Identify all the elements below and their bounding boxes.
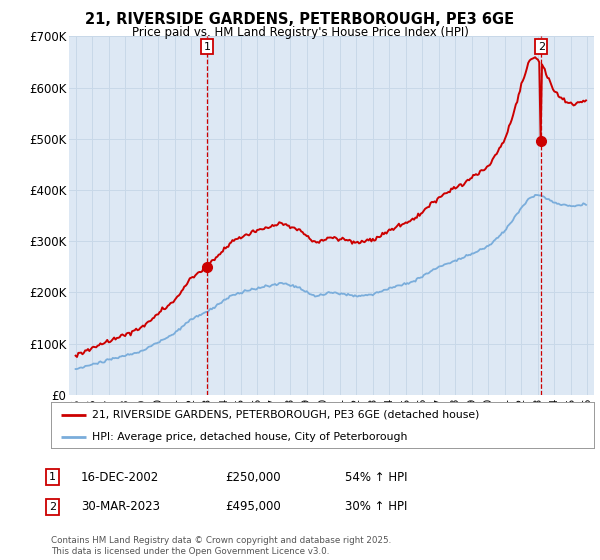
Text: 30% ↑ HPI: 30% ↑ HPI: [345, 500, 407, 514]
Text: 21, RIVERSIDE GARDENS, PETERBOROUGH, PE3 6GE (detached house): 21, RIVERSIDE GARDENS, PETERBOROUGH, PE3…: [92, 410, 479, 420]
Text: HPI: Average price, detached house, City of Peterborough: HPI: Average price, detached house, City…: [92, 432, 407, 441]
Text: £495,000: £495,000: [225, 500, 281, 514]
Text: 21, RIVERSIDE GARDENS, PETERBOROUGH, PE3 6GE: 21, RIVERSIDE GARDENS, PETERBOROUGH, PE3…: [85, 12, 515, 27]
Text: 1: 1: [203, 42, 211, 52]
Text: 54% ↑ HPI: 54% ↑ HPI: [345, 470, 407, 484]
Text: 1: 1: [49, 472, 56, 482]
Text: £250,000: £250,000: [225, 470, 281, 484]
Text: Price paid vs. HM Land Registry's House Price Index (HPI): Price paid vs. HM Land Registry's House …: [131, 26, 469, 39]
Text: 16-DEC-2002: 16-DEC-2002: [81, 470, 159, 484]
Text: 2: 2: [538, 42, 545, 52]
Text: 2: 2: [49, 502, 56, 512]
Text: Contains HM Land Registry data © Crown copyright and database right 2025.
This d: Contains HM Land Registry data © Crown c…: [51, 536, 391, 556]
Text: 30-MAR-2023: 30-MAR-2023: [81, 500, 160, 514]
